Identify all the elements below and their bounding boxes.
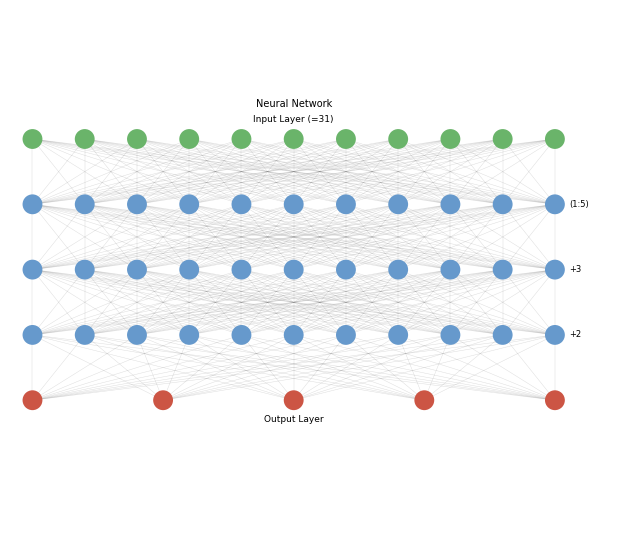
Circle shape: [388, 194, 408, 214]
Circle shape: [127, 194, 147, 214]
Circle shape: [388, 260, 408, 279]
Circle shape: [179, 260, 199, 279]
Circle shape: [284, 260, 303, 279]
Circle shape: [284, 129, 303, 149]
Text: Output Layer: Output Layer: [264, 415, 324, 423]
Circle shape: [22, 260, 43, 279]
Circle shape: [284, 325, 303, 345]
Circle shape: [336, 260, 356, 279]
Circle shape: [232, 194, 251, 214]
Circle shape: [127, 260, 147, 279]
Circle shape: [545, 129, 565, 149]
Text: +2: +2: [570, 331, 582, 340]
Circle shape: [545, 194, 565, 214]
Circle shape: [441, 325, 460, 345]
Circle shape: [493, 194, 513, 214]
Circle shape: [75, 129, 95, 149]
Circle shape: [75, 325, 95, 345]
Circle shape: [232, 129, 251, 149]
Text: (1:5): (1:5): [570, 200, 590, 209]
Text: Input Layer (=31): Input Layer (=31): [253, 115, 334, 124]
Circle shape: [127, 325, 147, 345]
Circle shape: [336, 194, 356, 214]
Circle shape: [388, 325, 408, 345]
Text: +3: +3: [570, 265, 582, 274]
Circle shape: [75, 194, 95, 214]
Circle shape: [441, 129, 460, 149]
Circle shape: [493, 260, 513, 279]
Circle shape: [336, 129, 356, 149]
Text: Neural Network: Neural Network: [256, 99, 332, 109]
Circle shape: [545, 325, 565, 345]
Circle shape: [75, 260, 95, 279]
Circle shape: [388, 129, 408, 149]
Circle shape: [127, 129, 147, 149]
Circle shape: [441, 260, 460, 279]
Circle shape: [153, 390, 173, 410]
Circle shape: [493, 129, 513, 149]
Circle shape: [284, 390, 303, 410]
Circle shape: [232, 325, 251, 345]
Circle shape: [493, 325, 513, 345]
Circle shape: [179, 325, 199, 345]
Circle shape: [22, 390, 43, 410]
Circle shape: [441, 194, 460, 214]
Circle shape: [284, 194, 303, 214]
Circle shape: [179, 129, 199, 149]
Circle shape: [545, 390, 565, 410]
Circle shape: [336, 325, 356, 345]
Circle shape: [545, 260, 565, 279]
Circle shape: [22, 325, 43, 345]
Circle shape: [179, 194, 199, 214]
Circle shape: [232, 260, 251, 279]
Circle shape: [22, 194, 43, 214]
Circle shape: [415, 390, 434, 410]
Circle shape: [22, 129, 43, 149]
